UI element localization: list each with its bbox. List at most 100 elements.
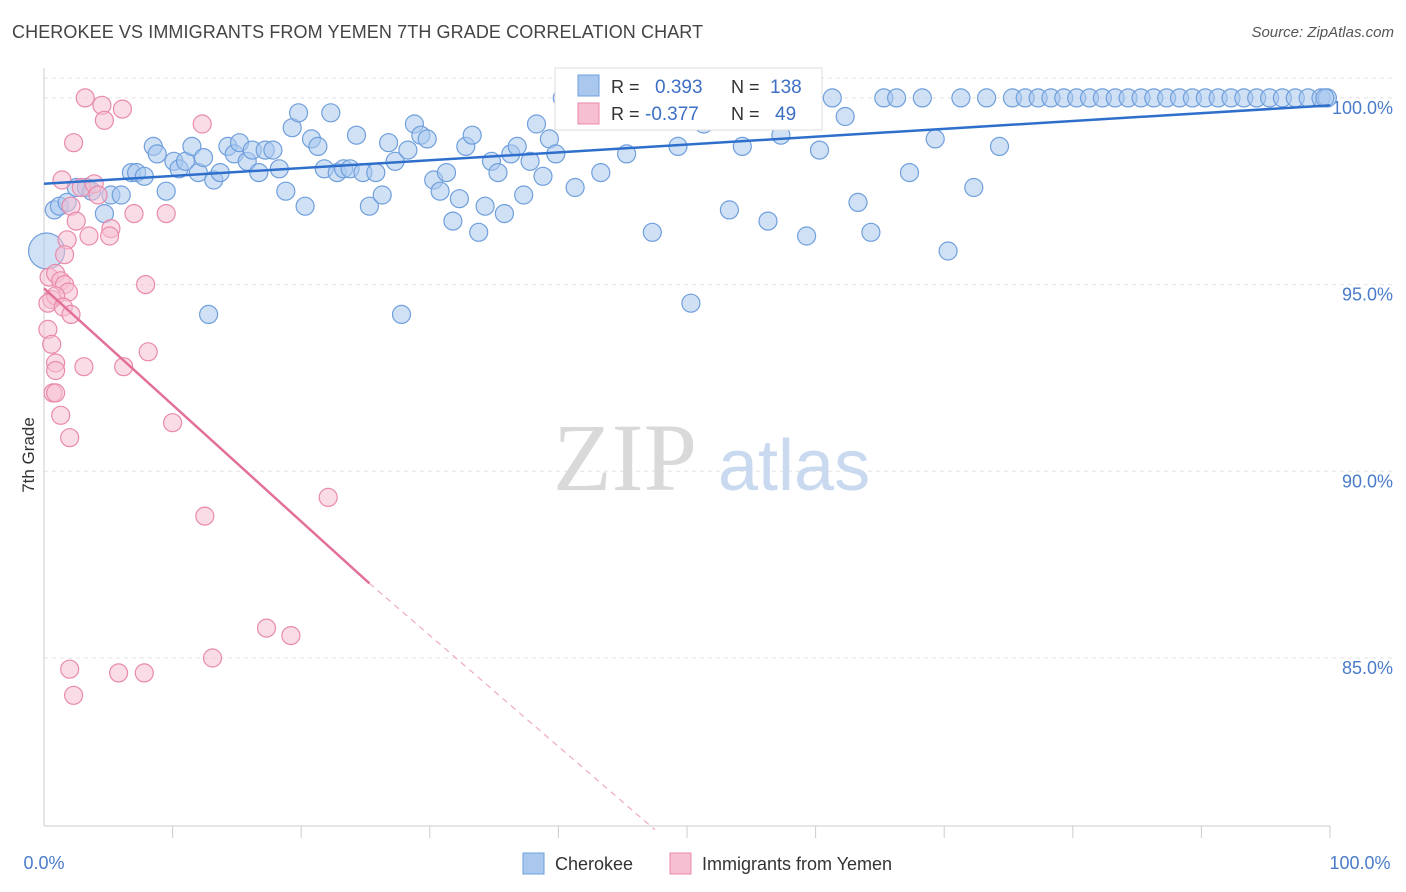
stats-r-key-cherokee: R = — [611, 77, 640, 97]
yemen-point-0 — [75, 88, 95, 108]
yemen-point-2 — [112, 99, 133, 119]
cherokee-point-9 — [111, 185, 131, 205]
stats-n-key-yemen: N = — [731, 104, 760, 124]
cherokee-point-53 — [398, 140, 418, 160]
yemen-point-11 — [124, 204, 144, 224]
yemen-point-32 — [138, 342, 158, 362]
cherokee-point-109 — [964, 177, 984, 198]
source-credit: Source: ZipAtlas.com — [1251, 24, 1394, 41]
y-tick-label-2: 90.0% — [1342, 471, 1393, 491]
cherokee-point-78 — [565, 177, 585, 198]
yemen-point-49 — [134, 663, 154, 683]
yemen-point-18 — [54, 245, 75, 265]
yemen-point-12 — [156, 204, 176, 224]
stats-n-value-cherokee: 138 — [770, 77, 802, 98]
cherokee-point-36 — [289, 103, 309, 123]
x-tick-label-min: 0.0% — [23, 853, 64, 873]
yemen-point-38 — [45, 383, 66, 403]
cherokee-point-50 — [379, 133, 399, 153]
cherokee-point-56 — [417, 129, 437, 149]
yemen-point-31 — [42, 334, 62, 354]
cherokee-point-19 — [182, 136, 202, 156]
cherokee-point-107 — [938, 241, 958, 261]
trend-line-yemen-extension — [368, 582, 656, 831]
bottom-legend: Cherokee Immigrants from Yemen — [522, 852, 892, 875]
cherokee-point-138 — [1315, 88, 1335, 108]
cherokee-point-60 — [443, 211, 463, 231]
cherokee-point-39 — [308, 136, 328, 156]
y-axis-tick-labels: 100.0% 95.0% 90.0% 85.0% — [1332, 98, 1393, 678]
yemen-point-50 — [63, 685, 84, 705]
cherokee-point-64 — [469, 222, 489, 242]
stats-r-value-yemen: -0.377 — [645, 104, 699, 125]
yemen-point-41 — [60, 428, 80, 448]
cherokee-point-84 — [642, 222, 662, 242]
trend-line-yemen — [43, 287, 371, 585]
cherokee-point-65 — [475, 196, 495, 216]
cherokee-point-93 — [758, 211, 778, 231]
cherokee-point-48 — [366, 163, 386, 183]
x-axis-ticks — [172, 826, 1331, 838]
y-tick-label-0: 100.0% — [1332, 98, 1393, 118]
yemen-point-40 — [163, 413, 183, 433]
cherokee-point-99 — [835, 106, 855, 127]
yemen-point-15 — [79, 226, 99, 246]
y-tick-label-1: 95.0% — [1342, 285, 1393, 305]
trend-lines — [43, 104, 1331, 831]
yemen-point-23 — [136, 275, 156, 295]
cherokee-point-21 — [193, 148, 214, 168]
cherokee-point-73 — [526, 114, 547, 134]
chart-title: CHEROKEE VS IMMIGRANTS FROM YEMEN 7TH GR… — [12, 22, 704, 42]
cherokee-point-80 — [591, 163, 611, 183]
cherokee-point-71 — [514, 185, 534, 205]
stats-r-value-cherokee: 0.393 — [655, 77, 703, 98]
yemen-point-34 — [45, 360, 66, 381]
cherokee-point-34 — [276, 181, 296, 201]
cherokee-point-111 — [989, 136, 1010, 156]
stats-swatch-cherokee — [577, 74, 600, 97]
yemen-point-43 — [195, 506, 215, 526]
yemen-point-35 — [74, 357, 94, 377]
legend-label-yemen: Immigrants from Yemen — [702, 854, 892, 874]
stats-legend-box: R = 0.393 N = 138 R = -0.377 N = 49 — [554, 67, 823, 131]
cherokee-point-101 — [861, 222, 881, 242]
yemen-point-16 — [99, 226, 120, 246]
stats-n-key-cherokee: N = — [731, 77, 760, 97]
x-tick-label-max: 100.0% — [1329, 853, 1390, 873]
cherokee-point-70 — [507, 136, 527, 156]
cherokee-point-110 — [976, 88, 997, 108]
cherokee-point-52 — [391, 304, 412, 324]
cherokee-point-37 — [295, 196, 315, 216]
cherokee-point-59 — [436, 163, 457, 183]
cherokee-point-30 — [249, 163, 269, 183]
yemen-point-48 — [108, 663, 129, 683]
yemen-point-5 — [63, 133, 84, 153]
yemen-point-36 — [114, 357, 134, 377]
cherokee-point-61 — [449, 189, 469, 209]
yemen-point-13 — [66, 211, 86, 231]
cherokee-point-22 — [199, 304, 219, 324]
y-axis-title: 7th Grade — [19, 417, 38, 493]
cherokee-point-106 — [925, 129, 945, 149]
cherokee-point-15 — [156, 181, 176, 201]
cherokee-point-72 — [520, 151, 540, 171]
stats-n-value-yemen: 49 — [775, 104, 796, 125]
cherokee-point-49 — [372, 185, 392, 205]
cherokee-point-108 — [951, 88, 971, 108]
cherokee-point-104 — [899, 163, 920, 183]
yemen-point-42 — [318, 487, 338, 507]
cherokee-point-98 — [822, 88, 842, 108]
cherokee-point-87 — [681, 293, 701, 313]
yemen-point-3 — [94, 110, 115, 130]
yemen-point-47 — [60, 659, 80, 679]
yemen-point-4 — [192, 114, 212, 134]
legend-swatch-yemen — [669, 852, 692, 875]
cherokee-point-32 — [263, 140, 283, 160]
trend-line-cherokee — [43, 104, 1331, 186]
cherokee-point-96 — [796, 226, 817, 246]
cherokee-point-47 — [359, 196, 379, 216]
cherokee-point-74 — [533, 166, 553, 186]
yemen-point-39 — [51, 405, 71, 425]
cherokee-point-100 — [848, 192, 868, 212]
stats-r-key-yemen: R = — [611, 104, 640, 124]
